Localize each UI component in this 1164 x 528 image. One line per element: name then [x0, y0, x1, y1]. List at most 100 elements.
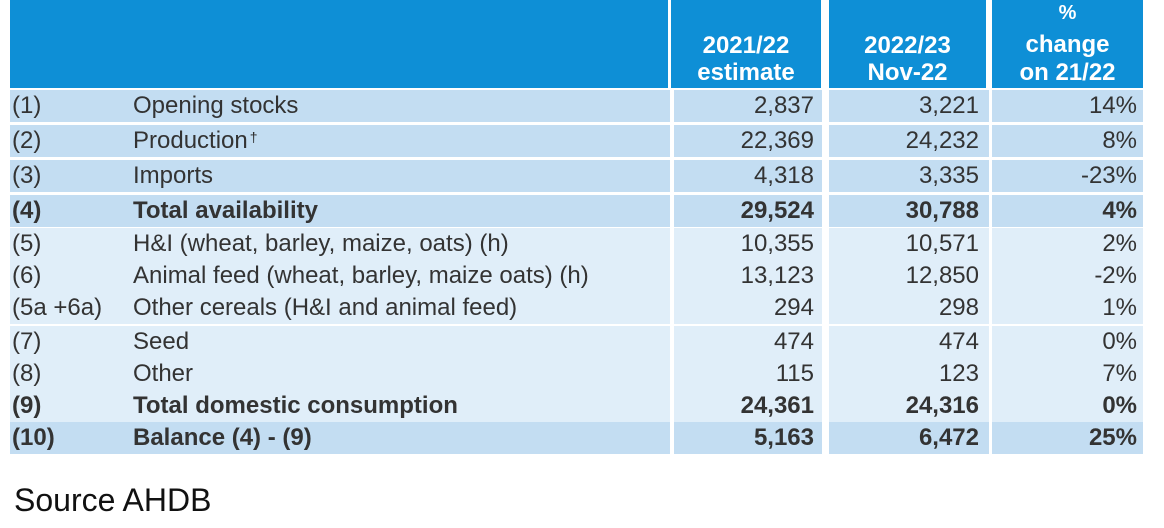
row-ref: (1)	[12, 92, 42, 119]
row-band	[992, 390, 1143, 422]
value-2022-23: 123	[938, 360, 979, 387]
row-ref: (8)	[12, 360, 42, 387]
table-row: (6) Animal feed (wheat, barley, maize oat…	[10, 260, 1143, 292]
pct-change: 0%	[1102, 392, 1137, 419]
row-band	[992, 195, 1143, 227]
table-header-col3: % change on 21/22	[992, 0, 1143, 88]
row-band	[10, 390, 670, 422]
value-2021-22: 5,163	[753, 424, 814, 451]
row-band	[829, 90, 989, 122]
row-band	[10, 326, 670, 358]
row-band	[829, 260, 989, 292]
table-row: (10) Balance (4) - (9) 5,163 6,472 25%	[10, 422, 1143, 454]
row-band	[10, 228, 670, 260]
pct-change: -23%	[1080, 162, 1137, 189]
table-header-col1: 2021/22 estimate	[671, 0, 821, 88]
value-2021-22: 24,361	[740, 392, 814, 419]
row-band	[992, 260, 1143, 292]
row-band	[829, 326, 989, 358]
pct-change: 8%	[1102, 127, 1137, 154]
row-band	[674, 422, 822, 454]
table-row: (7) Seed 474 474 0%	[10, 326, 1143, 358]
pct-change: 14%	[1088, 92, 1137, 119]
row-label: Opening stocks	[133, 92, 299, 119]
table-row: (4) Total availability 29,524 30,788 4%	[10, 195, 1143, 227]
row-band	[10, 292, 670, 324]
row-ref: (10)	[12, 424, 55, 451]
pct-change: 2%	[1102, 230, 1137, 257]
row-band	[674, 160, 822, 192]
header-col1-line1: 2021/22	[702, 32, 790, 59]
row-band	[829, 292, 989, 324]
pct-change: 1%	[1102, 294, 1137, 321]
value-2021-22: 115	[775, 360, 814, 387]
value-2021-22: 294	[773, 294, 814, 321]
table-row: (1) Opening stocks 2,837 3,221 14%	[10, 90, 1143, 122]
value-2022-23: 12,850	[905, 262, 979, 289]
row-band	[674, 125, 822, 157]
value-2022-23: 10,571	[905, 230, 979, 257]
table-row: (5a +6a) Other cereals (H&I and animal fe…	[10, 292, 1143, 324]
value-2021-22: 4,318	[753, 162, 814, 189]
row-ref: (6)	[12, 262, 42, 289]
row-band	[992, 422, 1143, 454]
row-band	[10, 125, 670, 157]
row-label: Seed	[133, 328, 190, 355]
value-2022-23: 6,472	[918, 424, 979, 451]
row-band	[10, 160, 670, 192]
value-2021-22: 10,355	[740, 230, 814, 257]
row-label: Imports	[133, 162, 214, 189]
row-label: Other cereals (H&I and animal feed)	[133, 294, 518, 321]
row-band	[674, 292, 822, 324]
row-band	[10, 195, 670, 227]
row-band	[992, 326, 1143, 358]
row-band	[674, 195, 822, 227]
header-col2-line1: 2022/23	[864, 32, 951, 59]
row-ref: (5)	[12, 230, 42, 257]
value-2021-22: 29,524	[740, 197, 814, 224]
value-2022-23: 24,316	[905, 392, 979, 419]
row-label: Production	[133, 127, 248, 154]
pct-change: 0%	[1102, 328, 1137, 355]
value-2022-23: 30,788	[905, 197, 979, 224]
row-ref: (3)	[12, 162, 42, 189]
value-2022-23: 474	[938, 328, 979, 355]
row-band	[992, 292, 1143, 324]
row-band	[992, 358, 1143, 390]
row-ref: (9)	[12, 392, 42, 419]
row-band	[829, 228, 989, 260]
pct-change: 25%	[1088, 424, 1137, 451]
row-band	[674, 390, 822, 422]
row-ref: (2)	[12, 127, 42, 154]
row-ref: (7)	[12, 328, 42, 355]
dagger-footnote-mark: †	[249, 129, 258, 145]
row-label: H&I (wheat, barley, maize, oats) (h)	[133, 230, 509, 257]
value-2021-22: 2,837	[753, 92, 814, 119]
row-label: Other	[133, 360, 194, 387]
row-band	[674, 358, 822, 390]
pct-change: 4%	[1102, 197, 1137, 224]
table-header-bar	[10, 0, 668, 88]
row-band	[829, 195, 989, 227]
row-band	[674, 90, 822, 122]
row-label: Balance (4) - (9)	[133, 424, 312, 451]
row-band	[674, 326, 822, 358]
row-band	[10, 422, 670, 454]
header-col3-line2: change	[1025, 31, 1110, 58]
table-row: (3) Imports 4,318 3,335 -23%	[10, 160, 1143, 192]
row-ref: (4)	[12, 197, 42, 224]
row-label: Animal feed (wheat, barley, maize oats) …	[133, 262, 589, 289]
table-row: (9) Total domestic consumption 24,361 24,31…	[10, 390, 1143, 422]
table-row: (2) Production † 22,369 24,232 8%	[10, 125, 1143, 157]
pct-change: 7%	[1102, 360, 1137, 387]
table-row: (5) H&I (wheat, barley, maize, oats) (h) 1…	[10, 228, 1143, 260]
header-col3-line1: %	[1058, 2, 1077, 24]
value-2022-23: 3,221	[918, 92, 979, 119]
source-note: Source AHDB	[14, 482, 212, 518]
row-band	[10, 260, 670, 292]
row-band	[829, 358, 989, 390]
value-2021-22: 22,369	[740, 127, 814, 154]
table-row: (8) Other 115 123 7%	[10, 358, 1143, 390]
row-band	[992, 160, 1143, 192]
pct-change: -2%	[1094, 262, 1137, 289]
